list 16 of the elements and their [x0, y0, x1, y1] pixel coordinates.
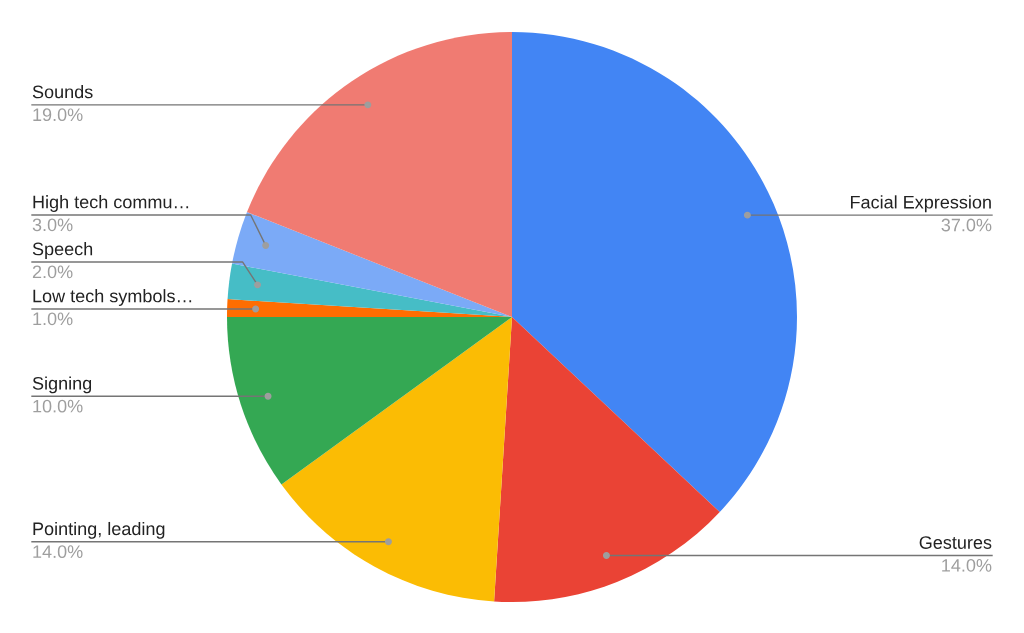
slice-label: Low tech symbols… [33, 289, 192, 306]
data-label: 14.0% [33, 545, 83, 559]
slice-label: Signing [32, 376, 92, 394]
data-label: 2.0% [32, 265, 73, 279]
data-label: 1.0% [33, 312, 73, 326]
slice-label: Facial Expression [850, 195, 991, 213]
slice-label: Speech [32, 242, 93, 259]
slice-label: Gestures [919, 536, 992, 549]
data-label: 37.0% [941, 218, 992, 232]
slice-label: Pointing, leading [33, 521, 165, 539]
data-label: 19.0% [33, 108, 83, 122]
data-label: 10.0% [33, 399, 83, 413]
data-label: 3.0% [32, 218, 73, 232]
slice-label: High tech commu… [33, 195, 189, 212]
data-label: 14.0% [942, 558, 992, 572]
slice-label: Sounds [32, 85, 93, 99]
